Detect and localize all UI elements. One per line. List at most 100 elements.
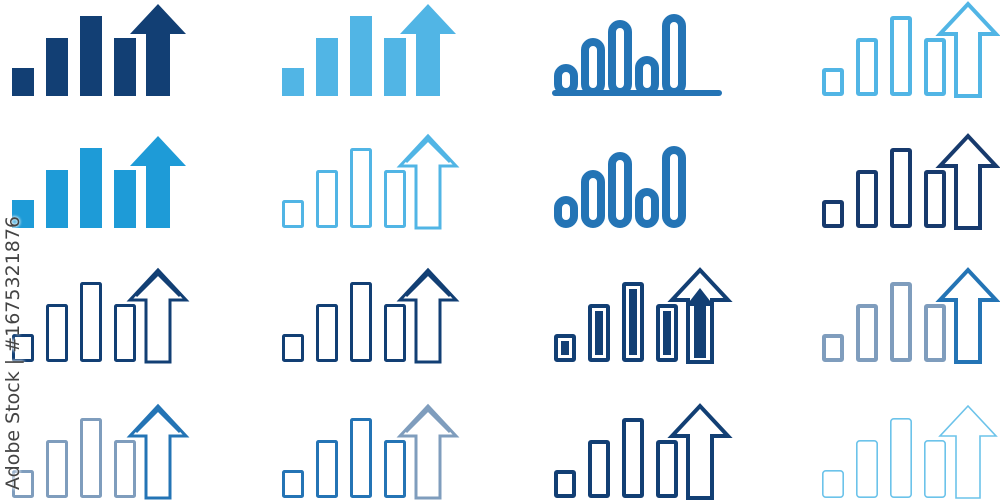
bar (581, 38, 605, 96)
arrow-up-icon (667, 403, 733, 500)
bar (581, 170, 605, 228)
arrow-up-icon (396, 267, 460, 364)
arrow-up-icon (667, 267, 733, 364)
bar (890, 282, 912, 362)
bar (12, 68, 34, 96)
bar (114, 170, 136, 228)
bar (384, 440, 406, 498)
bar (588, 304, 610, 362)
bar (316, 170, 338, 228)
bar (282, 200, 304, 228)
bar (46, 440, 68, 498)
bar (608, 152, 632, 228)
bar (608, 20, 632, 96)
bar (588, 440, 610, 498)
arrow-up-icon (396, 133, 460, 230)
bar (46, 38, 68, 96)
arrow-up-icon (935, 1, 1000, 98)
arrow-inner-fill (686, 288, 714, 358)
bar (80, 282, 102, 362)
bar (924, 38, 946, 96)
bar (554, 196, 578, 228)
bar (12, 334, 34, 362)
arrow-up-icon (130, 4, 186, 96)
bar (856, 304, 878, 362)
bar (316, 304, 338, 362)
growth-chart-thin-pale-icon (822, 404, 998, 499)
bar (656, 304, 678, 362)
growth-chart-inner-filled-icon (554, 267, 733, 364)
stock-watermark: Adobe Stock | #1675321876 (2, 215, 24, 490)
arrow-up-icon (935, 267, 1000, 364)
bar (890, 417, 913, 499)
growth-chart-outline-dark-icon (822, 133, 1000, 230)
bar (924, 170, 946, 228)
bar (822, 334, 844, 362)
arrow-up-icon (400, 4, 456, 96)
bar (80, 16, 102, 96)
bar (12, 200, 34, 228)
growth-chart-outline-bold-navy-icon (554, 403, 733, 500)
bar (924, 439, 947, 499)
bar (384, 170, 406, 228)
bar (350, 148, 372, 228)
bar (282, 470, 304, 498)
bar-fill (629, 289, 637, 355)
bar (46, 170, 68, 228)
bar (822, 68, 844, 96)
growth-chart-outline-navy-alt-icon (282, 267, 460, 364)
bar (622, 418, 644, 498)
bar (856, 170, 878, 228)
bar (635, 56, 659, 96)
bar (114, 38, 136, 96)
bar (384, 38, 406, 96)
bar (822, 470, 844, 499)
bar (384, 304, 406, 362)
arrow-up-icon (935, 133, 1000, 230)
arrow-up-icon (126, 267, 190, 364)
growth-chart-outline-light-icon (822, 1, 1000, 98)
growth-chart-gradient-outline-icon (12, 403, 190, 500)
growth-chart-outline-navy-icon (12, 267, 190, 364)
bar (924, 304, 946, 362)
growth-chart-gray-blue-icon (822, 267, 1000, 364)
arrow-up-icon (938, 404, 998, 499)
arrow-inner-outline (404, 271, 452, 298)
arrow-inner-outline (404, 407, 452, 434)
bar (855, 439, 878, 499)
bar (662, 146, 686, 228)
bar (350, 282, 372, 362)
bar (114, 304, 136, 362)
bar (656, 440, 678, 498)
bar (350, 16, 372, 96)
bar (282, 68, 304, 96)
bar (822, 200, 844, 228)
growth-chart-filled-bright-icon (12, 136, 186, 228)
bar-fill (561, 341, 569, 355)
bar (890, 148, 912, 228)
arrow-inner-outline (134, 271, 182, 298)
bar-fill (595, 311, 603, 355)
bar-chart-rounded-baseline-icon (552, 14, 722, 96)
bar (554, 334, 576, 362)
bar-chart-rounded-icon (554, 146, 686, 228)
bar-fill (663, 311, 671, 355)
arrow-up-icon (396, 403, 460, 500)
bar (350, 418, 372, 498)
bar (316, 440, 338, 498)
bar (114, 440, 136, 498)
bar (662, 14, 686, 96)
growth-chart-filled-navy-icon (12, 4, 186, 96)
bar (856, 38, 878, 96)
bar (554, 64, 578, 96)
bar (46, 304, 68, 362)
growth-chart-gradient-outline-alt-icon (282, 403, 460, 500)
bar (80, 418, 102, 498)
bar (554, 470, 576, 498)
bar (622, 282, 644, 362)
growth-chart-filled-light-icon (282, 4, 456, 96)
arrow-inner-outline (404, 137, 452, 164)
bar (80, 148, 102, 228)
bar (890, 16, 912, 96)
